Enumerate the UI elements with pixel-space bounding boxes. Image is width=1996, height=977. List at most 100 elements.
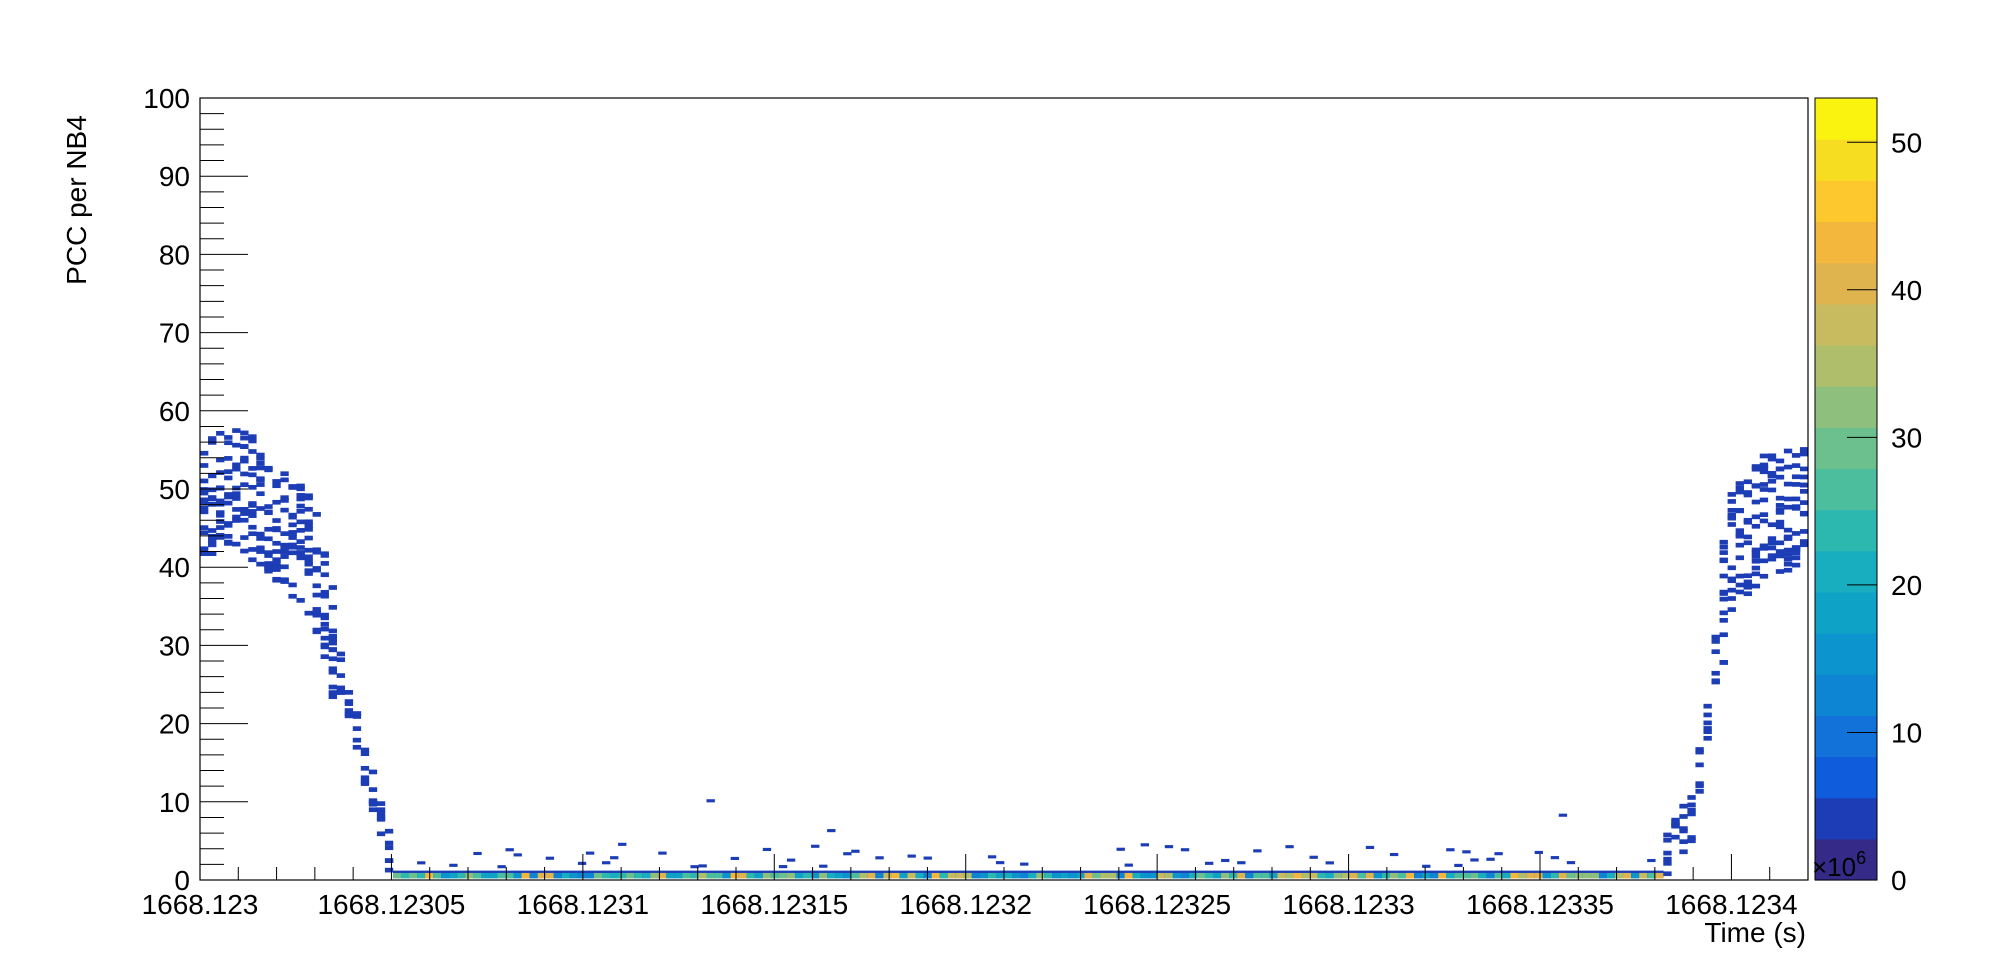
- heatmap-cell: [320, 612, 329, 618]
- heatmap-cell: [328, 637, 337, 642]
- y-tick-label: 70: [159, 318, 190, 349]
- heatmap-cell: [296, 496, 305, 502]
- y-tick-label: 50: [159, 474, 190, 505]
- heatmap-cell: [762, 872, 772, 879]
- heatmap-cell: [1791, 531, 1801, 536]
- heatmap-cell: [368, 787, 378, 792]
- heatmap-cell: [256, 531, 265, 537]
- heatmap-cell: [216, 519, 225, 524]
- heatmap-cell: [352, 744, 362, 750]
- heatmap-cell: [328, 669, 337, 675]
- heatmap-cell: [1751, 571, 1761, 577]
- heatmap-cell: [344, 708, 354, 713]
- heatmap-cell: [1735, 589, 1744, 595]
- colorbar-band: [1815, 468, 1877, 511]
- heatmap-cell: [1462, 872, 1471, 879]
- heatmap-cell: [1711, 639, 1720, 644]
- heatmap-cell: [995, 872, 1005, 879]
- heatmap-cell: [232, 496, 241, 501]
- heatmap-cell: [1558, 813, 1568, 817]
- heatmap-cell: [481, 872, 490, 879]
- heatmap-cell: [1759, 453, 1769, 459]
- heatmap-cell: [923, 856, 932, 860]
- heatmap-cell: [296, 503, 305, 509]
- colorbar-tick-label: 30: [1891, 422, 1922, 453]
- heatmap-cell: [1791, 550, 1801, 556]
- heatmap-cell: [328, 605, 337, 610]
- heatmap-cell: [240, 482, 249, 488]
- heatmap-cell: [1743, 540, 1753, 546]
- heatmap-cell: [1735, 542, 1744, 548]
- heatmap-cell: [264, 536, 273, 542]
- heatmap-cell: [1518, 872, 1527, 879]
- heatmap-cell: [1052, 872, 1061, 879]
- heatmap-cell: [1221, 858, 1230, 863]
- heatmap-cell: [1430, 872, 1439, 879]
- heatmap-cell: [328, 585, 337, 590]
- heatmap-cell: [819, 864, 828, 868]
- heatmap-cell: [352, 726, 362, 731]
- heatmap-cell: [1735, 485, 1744, 491]
- heatmap-cell: [1566, 861, 1576, 865]
- heatmap-cell: [1759, 462, 1769, 468]
- heatmap-cell: [1719, 632, 1728, 638]
- heatmap-cell: [216, 525, 225, 530]
- heatmap-cell: [690, 865, 699, 869]
- heatmap-cell: [585, 872, 595, 879]
- heatmap-cell: [224, 534, 233, 539]
- heatmap-cell: [232, 492, 241, 498]
- heatmap-cell: [1607, 872, 1616, 879]
- heatmap-cell: [1751, 483, 1761, 488]
- heatmap-cell: [224, 492, 233, 497]
- heatmap-cell: [1743, 534, 1753, 540]
- heatmap-cell: [376, 801, 386, 806]
- heatmap-cell: [200, 463, 209, 468]
- heatmap-cell: [1494, 852, 1503, 856]
- heatmap-cell: [1574, 872, 1584, 879]
- heatmap-cell: [256, 477, 265, 483]
- heatmap-cell: [666, 872, 675, 879]
- heatmap-cell: [1028, 872, 1037, 879]
- heatmap-cell: [304, 558, 313, 564]
- heatmap-cell: [1703, 726, 1712, 731]
- heatmap-cell: [1775, 474, 1785, 480]
- heatmap-cell: [1775, 524, 1785, 530]
- heatmap-cell: [1703, 712, 1712, 718]
- heatmap-cell: [256, 460, 265, 466]
- heatmap-cell: [843, 872, 852, 879]
- heatmap-cell: [1180, 872, 1190, 879]
- heatmap-cell: [1791, 545, 1801, 550]
- heatmap-cell: [264, 550, 273, 556]
- heatmap-cell: [1791, 562, 1801, 568]
- heatmap-cell: [1213, 872, 1222, 879]
- heatmap-cell: [1759, 573, 1769, 579]
- heatmap-cell: [1727, 499, 1736, 504]
- heatmap-cell: [1791, 555, 1801, 561]
- heatmap-cell: [240, 548, 249, 554]
- heatmap-cell: [320, 615, 329, 621]
- heatmap-cell: [569, 872, 579, 879]
- heatmap-cell: [240, 430, 249, 436]
- heatmap-cell: [256, 506, 265, 511]
- heatmap-cell: [352, 714, 362, 719]
- heatmap-cell: [1542, 872, 1552, 879]
- heatmap-cell: [216, 498, 225, 504]
- heatmap-cell: [360, 765, 370, 771]
- colorbar-band: [1815, 591, 1877, 634]
- heatmap-cell: [1695, 781, 1704, 786]
- heatmap-cell: [248, 513, 257, 518]
- heatmap-cell: [1743, 479, 1753, 485]
- heatmap-cell: [272, 549, 281, 554]
- heatmap-cell: [200, 497, 209, 503]
- heatmap-cell: [433, 872, 442, 879]
- heatmap-cell: [1598, 872, 1608, 879]
- heatmap-cell: [392, 872, 402, 879]
- heatmap-cell: [200, 478, 209, 484]
- heatmap-cell: [1687, 807, 1696, 813]
- heatmap-cell: [288, 535, 297, 540]
- heatmap-cell: [304, 523, 313, 529]
- heatmap-cell: [1454, 872, 1463, 879]
- heatmap-cell: [328, 684, 337, 690]
- heatmap-cell: [1783, 496, 1793, 502]
- heatmap-cell: [1687, 838, 1696, 844]
